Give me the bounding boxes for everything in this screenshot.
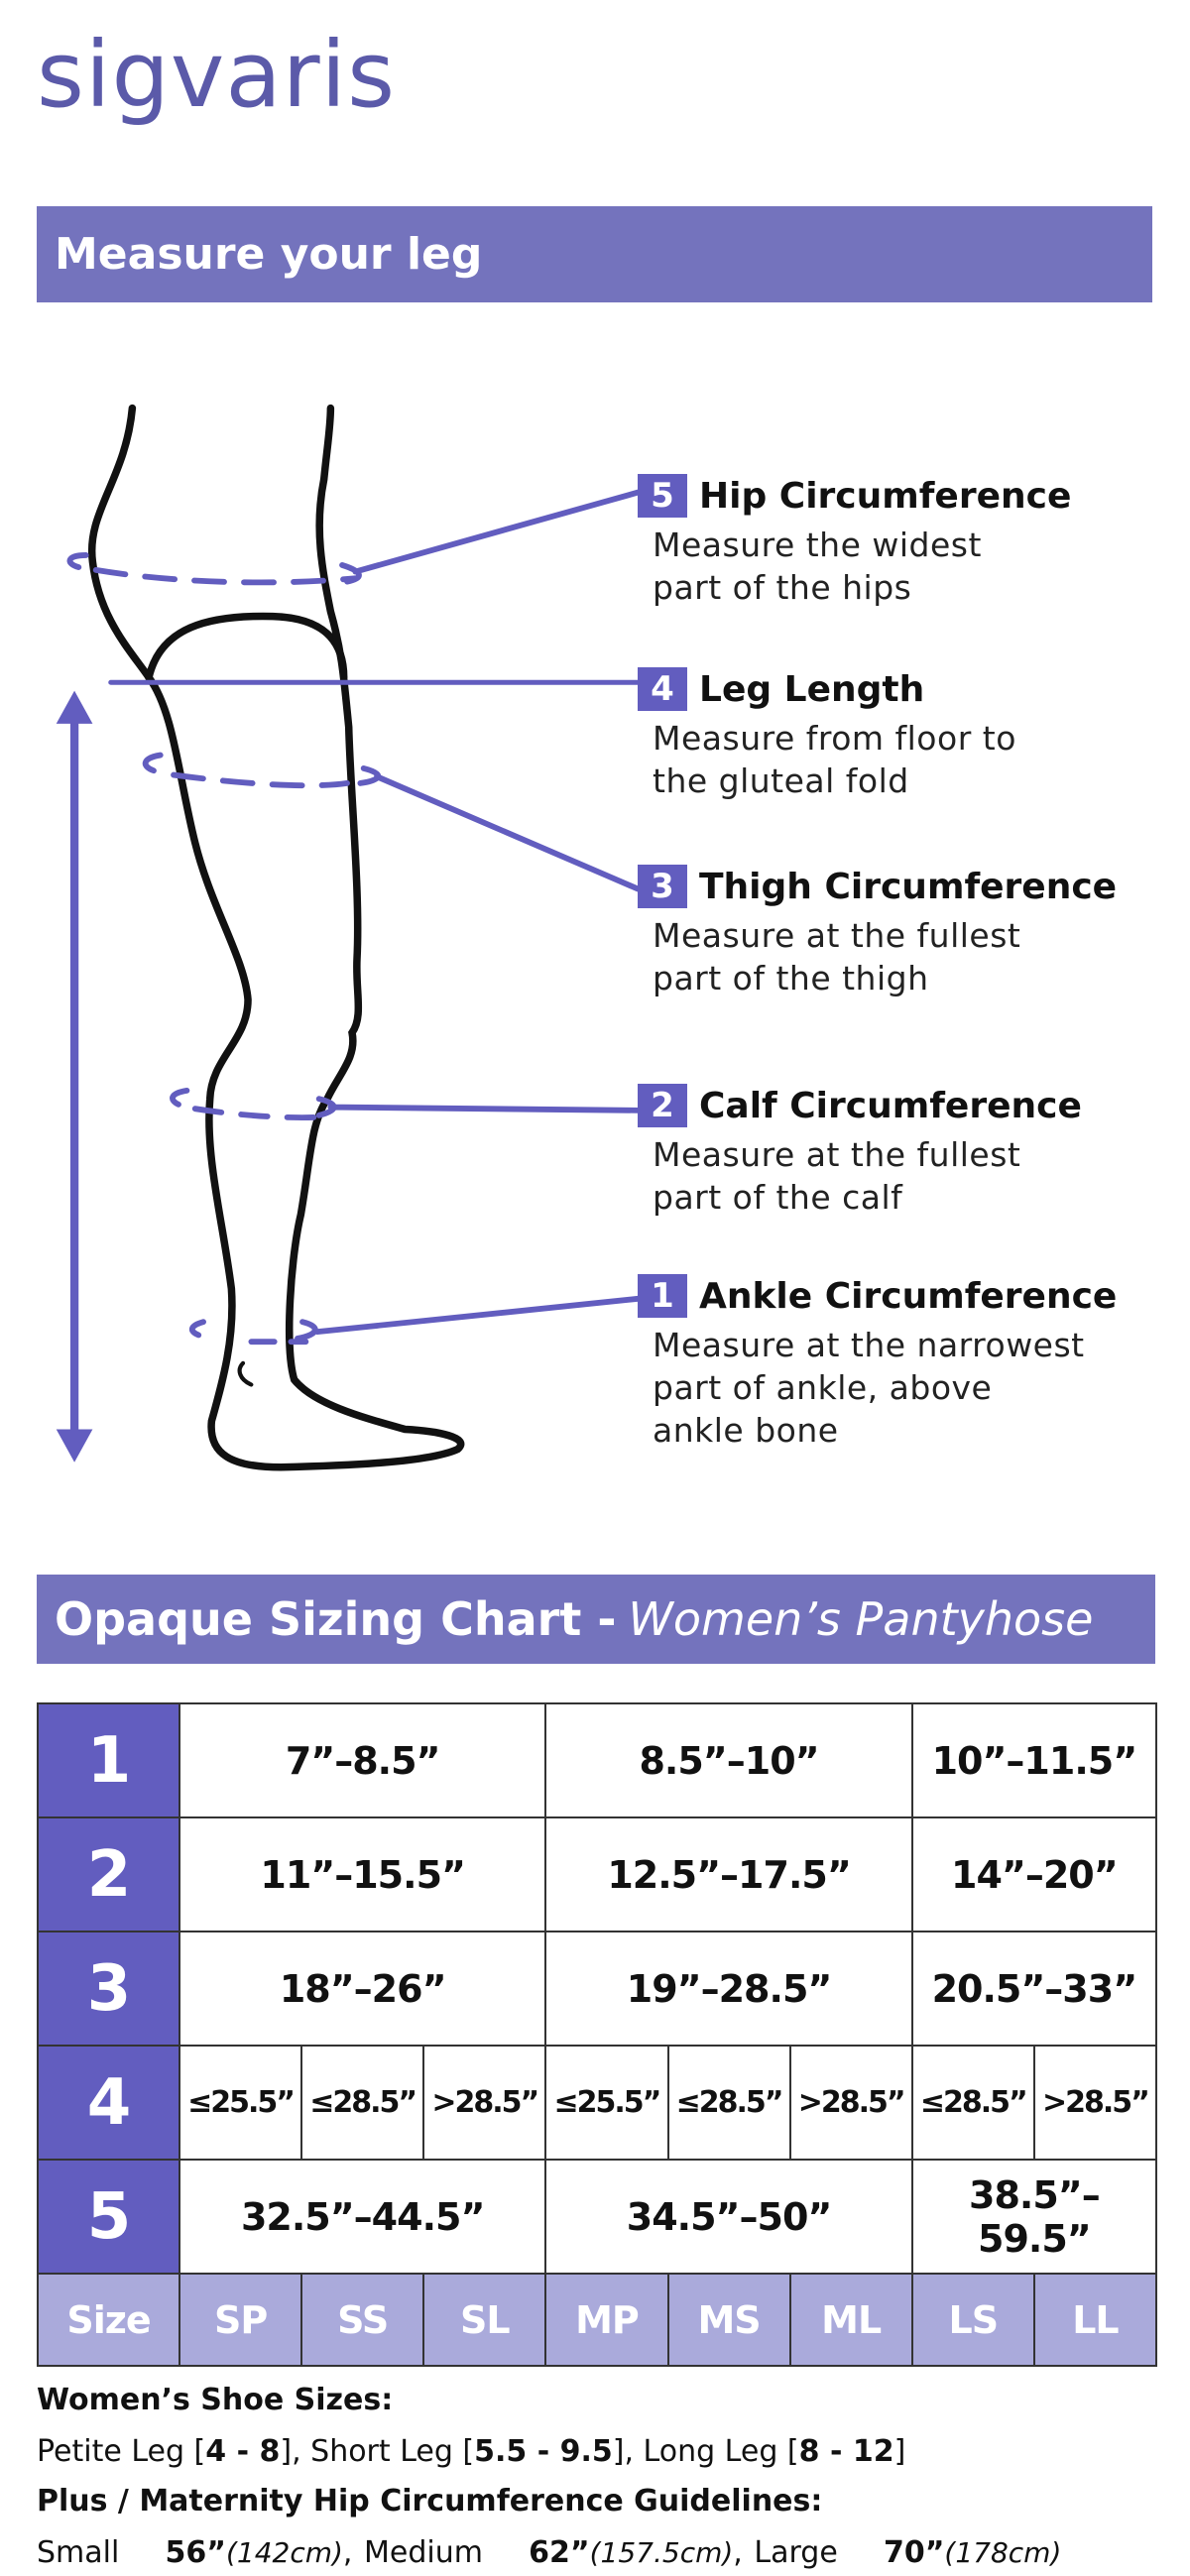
row-number: 4 [37, 2045, 180, 2161]
leg-outline [87, 404, 465, 1471]
measurement-desc: the gluteal fold [653, 761, 909, 800]
shoe-value: 8 - 12 [798, 2434, 894, 2469]
table-cell: 34.5”–50” [544, 2159, 913, 2275]
size-row: Size SP SS SL MP MS ML LS LL [37, 2273, 1158, 2367]
measurement-number: 1 [638, 1274, 687, 1318]
measurement-desc: Measure the widest [653, 526, 982, 564]
plus-value: 70” [883, 2535, 945, 2570]
measurement-title: Ankle Circumference [699, 1275, 1118, 1317]
table-row: 3 18”–26” 19”–28.5” 20.5”–33” [37, 1931, 1158, 2047]
shoe-label: Short Leg [ [300, 2434, 475, 2469]
table-cell: ≤28.5” [910, 2045, 1035, 2161]
table-cell: >28.5” [788, 2045, 913, 2161]
measurement-desc: part of the thigh [653, 959, 929, 997]
table-cell: 12.5”–17.5” [544, 1816, 913, 1932]
table-cell: 38.5”–59.5” [910, 2159, 1158, 2275]
measurement-number: 4 [638, 667, 687, 711]
measurement-title: Calf Circumference [699, 1085, 1082, 1126]
measurement-leg-length: 4 Leg Length Measure from floor to the glu… [638, 667, 1016, 802]
plus-label: Small [37, 2535, 120, 2570]
plus-cm: (157.5cm) [589, 2536, 734, 2569]
table-cell: >28.5” [422, 2045, 547, 2161]
measurement-thigh: 3 Thigh Circumference Measure at the full… [638, 865, 1117, 999]
size-cell: SS [300, 2273, 425, 2367]
plus-value: 56” [165, 2535, 226, 2570]
table-row: 1 7”–8.5” 8.5”–10” 10”–11.5” [37, 1702, 1158, 1818]
table-cell: ≤25.5” [178, 2045, 303, 2161]
measurement-number: 5 [638, 474, 687, 518]
sizing-chart-title: Opaque Sizing Chart - [55, 1592, 617, 1646]
measurement-title: Thigh Circumference [699, 866, 1118, 907]
table-cell: 10”–11.5” [910, 1702, 1158, 1818]
shoe-value: 4 - 8 [205, 2434, 281, 2469]
table-cell: 18”–26” [178, 1931, 547, 2047]
measure-lines [66, 489, 642, 1346]
plus-cm: (142cm) [225, 2536, 343, 2569]
measurement-calf: 2 Calf Circumference Measure at the fulle… [638, 1084, 1082, 1219]
sizing-chart-header: Opaque Sizing Chart - Women’s Pantyhose [37, 1575, 1155, 1664]
measurement-number: 3 [638, 865, 687, 908]
measurement-title: Leg Length [699, 668, 925, 710]
table-cell: 20.5”–33” [910, 1931, 1158, 2047]
plus-value: 62” [529, 2535, 590, 2570]
row-number: 5 [37, 2159, 180, 2275]
plus-label: Large [754, 2535, 838, 2570]
measurement-title: Hip Circumference [699, 475, 1072, 517]
row-number: 1 [37, 1702, 180, 1818]
size-label: Size [37, 2273, 180, 2367]
measure-header: Measure your leg [37, 206, 1152, 302]
table-cell: 8.5”–10” [544, 1702, 913, 1818]
size-cell: ML [788, 2273, 913, 2367]
measurement-desc: Measure from floor to [653, 719, 1016, 758]
plus-heading: Plus / Maternity Hip Circumference Guide… [37, 2484, 823, 2518]
measurement-number: 2 [638, 1084, 687, 1127]
measurement-desc: ankle bone [653, 1411, 839, 1450]
plus-sizes: Small 56”(142cm), Medium 62”(157.5cm), L… [37, 2535, 1061, 2570]
table-cell: 19”–28.5” [544, 1931, 913, 2047]
measurement-desc: Measure at the narrowest [653, 1326, 1085, 1364]
shoe-sep: ], [280, 2434, 301, 2469]
sizing-chart-subtitle: Women’s Pantyhose [628, 1592, 1094, 1646]
shoe-sep: ] [893, 2434, 906, 2469]
leg-length-arrow [56, 690, 93, 1463]
measurement-desc: Measure at the fullest [653, 1135, 1021, 1174]
measurement-ankle: 1 Ankle Circumference Measure at the narr… [638, 1274, 1117, 1452]
shoe-sizes: Petite Leg [4 - 8], Short Leg [5.5 - 9.5… [37, 2434, 905, 2469]
table-cell: ≤25.5” [544, 2045, 669, 2161]
size-cell: SL [422, 2273, 547, 2367]
measurement-desc: part of the calf [653, 1178, 903, 1217]
measurement-desc: part of the hips [653, 568, 912, 607]
measurement-desc: part of ankle, above [653, 1368, 993, 1407]
shoe-sizes-heading: Women’s Shoe Sizes: [37, 2383, 394, 2417]
table-cell: ≤28.5” [666, 2045, 791, 2161]
shoe-label: Petite Leg [ [37, 2434, 206, 2469]
sizing-table: 1 7”–8.5” 8.5”–10” 10”–11.5” 2 11”–15.5” 12.5… [37, 1702, 1158, 2367]
table-row: 4 ≤25.5” ≤28.5” >28.5” ≤25.5” ≤28.5” >28.5” ≤2… [37, 2045, 1158, 2161]
shoe-value: 5.5 - 9.5 [474, 2434, 613, 2469]
size-cell: LL [1032, 2273, 1158, 2367]
table-cell: >28.5” [1032, 2045, 1158, 2161]
table-cell: 7”–8.5” [178, 1702, 547, 1818]
sigvaris-logo: sigvaris [37, 22, 397, 128]
table-row: 2 11”–15.5” 12.5”–17.5” 14”–20” [37, 1816, 1158, 1932]
table-cell: 11”–15.5” [178, 1816, 547, 1932]
measurement-hip: 5 Hip Circumference Measure the widest par… [638, 474, 1071, 609]
plus-sep: , [342, 2535, 353, 2570]
table-cell: ≤28.5” [300, 2045, 425, 2161]
row-number: 3 [37, 1931, 180, 2047]
plus-sep: , [733, 2535, 743, 2570]
shoe-sep: ], [612, 2434, 635, 2469]
size-cell: SP [178, 2273, 303, 2367]
shoe-label: Long Leg [ [634, 2434, 799, 2469]
row-number: 2 [37, 1816, 180, 1932]
size-cell: MS [666, 2273, 791, 2367]
size-cell: MP [544, 2273, 669, 2367]
table-cell: 32.5”–44.5” [178, 2159, 547, 2275]
plus-cm: (178cm) [944, 2536, 1062, 2569]
measurement-desc: Measure at the fullest [653, 916, 1021, 955]
plus-label: Medium [364, 2535, 483, 2570]
table-row: 5 32.5”–44.5” 34.5”–50” 38.5”–59.5” [37, 2159, 1158, 2275]
table-cell: 14”–20” [910, 1816, 1158, 1932]
size-cell: LS [910, 2273, 1035, 2367]
